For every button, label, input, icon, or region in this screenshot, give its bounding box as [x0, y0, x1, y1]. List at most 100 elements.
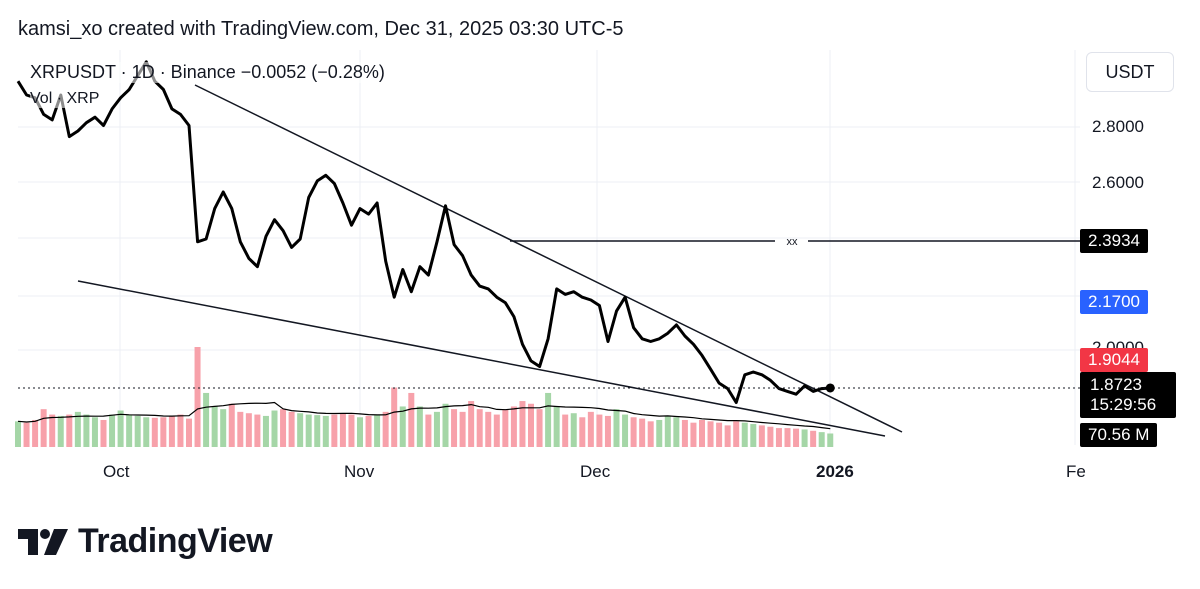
blue-price-badge: 2.1700: [1080, 290, 1148, 314]
volume-bar: [442, 403, 449, 447]
volume-bar: [451, 409, 458, 447]
x-tick-label: 2026: [816, 462, 854, 481]
volume-bar: [622, 414, 629, 447]
bar-countdown: 15:29:56: [1090, 395, 1157, 414]
horizontal-line-price-badge: 2.3934: [1080, 229, 1148, 253]
volume-bar: [519, 401, 526, 447]
volume-bar: [228, 403, 235, 447]
volume-bar: [408, 392, 415, 447]
volume-bar: [493, 414, 500, 447]
volume-bar: [673, 417, 680, 447]
volume-bar: [391, 387, 398, 447]
volume-bar: [767, 426, 774, 447]
volume-bar: [801, 429, 808, 447]
volume-bar: [656, 419, 663, 447]
price-chart[interactable]: xx: [0, 0, 1200, 500]
volume-bar: [168, 415, 175, 447]
volume-bar: [117, 410, 124, 447]
volume-bar: [245, 413, 252, 447]
volume-bar: [100, 419, 107, 447]
volume-bar: [134, 415, 141, 447]
volume-legend[interactable]: Vol · XRP: [30, 90, 100, 108]
volume-bar: [211, 406, 218, 447]
volume-bar: [143, 417, 150, 447]
volume-bar: [647, 421, 654, 447]
volume-bar: [194, 347, 201, 447]
volume-bar: [707, 421, 714, 447]
volume-bar: [57, 415, 64, 447]
currency-button[interactable]: USDT: [1086, 52, 1174, 92]
y-tick-label: 2.6000: [1092, 173, 1144, 192]
volume-bar: [374, 414, 381, 447]
volume-bar: [433, 411, 440, 447]
volume-bar: [109, 414, 116, 447]
symbol-legend[interactable]: XRPUSDT · 1D · Binance −0.0052 (−0.28%): [30, 62, 385, 83]
volume-bar: [750, 424, 757, 447]
volume-bar: [681, 419, 688, 447]
volume-bar: [468, 401, 475, 447]
volume-bar: [784, 428, 791, 447]
x-tick-label: Nov: [344, 462, 375, 481]
volume-bar: [818, 432, 825, 447]
volume-bar: [613, 409, 620, 447]
volume-bar: [40, 409, 47, 447]
volume-bar: [579, 417, 586, 447]
volume-bar: [476, 409, 483, 447]
volume-bar: [357, 417, 363, 447]
volume-bar: [271, 410, 278, 447]
volume-bar: [716, 422, 723, 447]
volume-bar: [793, 428, 800, 447]
volume-bar: [639, 418, 646, 447]
volume-bar: [348, 414, 355, 447]
volume-ma-line: [17, 401, 831, 430]
volume-bar: [382, 411, 389, 447]
volume-bar: [733, 421, 740, 447]
volume-bar: [459, 411, 466, 447]
volume-bar: [562, 414, 569, 447]
volume-bar: [314, 415, 321, 447]
volume-bar: [160, 417, 167, 447]
volume-value-badge: 70.56 M: [1080, 423, 1158, 447]
volume-bar: [83, 414, 90, 447]
last-price-dot: [825, 383, 835, 393]
volume-bar: [510, 406, 517, 447]
last-price-badge: 1.8723 15:29:56: [1080, 372, 1176, 418]
volume-bar: [288, 411, 295, 447]
volume-bar: [365, 415, 372, 447]
volume-bar: [331, 414, 338, 447]
volume-bar: [203, 392, 210, 447]
volume-bar: [485, 411, 492, 447]
volume-bar: [827, 433, 834, 447]
volume-bar: [545, 392, 552, 447]
volume-bar: [570, 413, 577, 447]
volume-bar: [536, 409, 543, 447]
volume-bar: [502, 409, 509, 447]
volume-bar: [322, 415, 329, 447]
horizontal-level-label: xx: [787, 236, 799, 248]
volume-bar: [630, 417, 637, 447]
volume-bar: [775, 428, 782, 447]
volume-bar: [297, 413, 304, 447]
volume-bar: [23, 422, 30, 447]
volume-bar: [126, 414, 133, 447]
volume-bar: [66, 414, 73, 447]
volume-bar: [810, 430, 817, 447]
volume-bar: [699, 419, 705, 447]
tradingview-logo: TradingView: [18, 522, 273, 561]
chart-attribution: kamsi_xo created with TradingView.com, D…: [18, 18, 624, 40]
volume-bar: [186, 418, 192, 447]
volume-bar: [32, 419, 39, 447]
volume-bar: [741, 422, 748, 447]
volume-bar: [151, 417, 158, 447]
y-tick-label: 2.8000: [1092, 117, 1144, 136]
volume-bar: [220, 409, 227, 447]
volume-bar: [74, 411, 81, 447]
volume-bar: [758, 425, 765, 447]
price-line: [16, 60, 831, 404]
volume-bar: [528, 403, 534, 447]
volume-bar: [254, 414, 261, 447]
lower-trendline: [77, 280, 886, 437]
volume-bar: [399, 406, 406, 447]
volume-bar: [416, 406, 423, 447]
volume-bar: [262, 415, 269, 447]
